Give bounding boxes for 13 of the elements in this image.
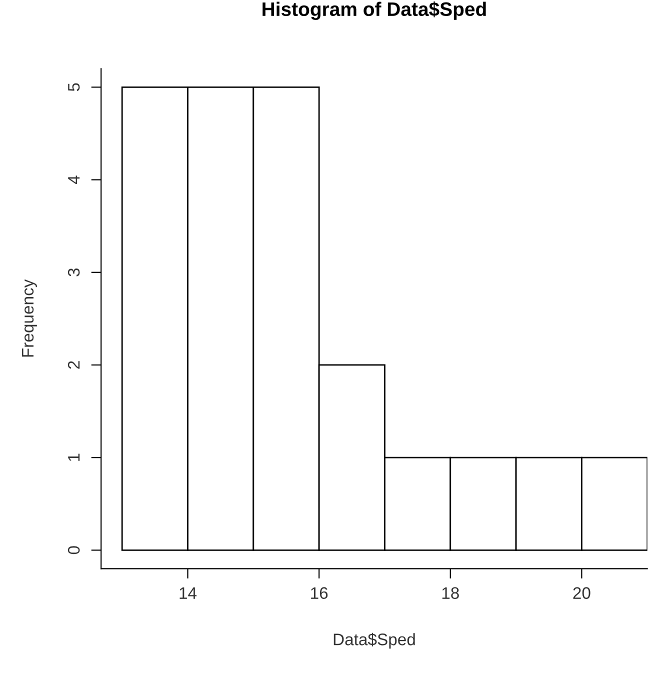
x-tick-label: 20: [573, 587, 590, 599]
y-tick-label: 2: [68, 361, 80, 369]
x-tick-label: 14: [180, 587, 197, 599]
y-axis-title: Frequency: [22, 279, 37, 357]
chart-title: Histogram of Data$Sped: [262, 1, 486, 20]
x-tick-label: 16: [311, 587, 328, 599]
y-tick-label: 5: [68, 83, 80, 92]
y-tick-label: 3: [68, 268, 80, 276]
y-tick-label: 0: [68, 546, 80, 554]
y-tick-label: 1: [68, 454, 80, 461]
x-axis-title: Data$Sped: [334, 632, 415, 649]
x-tick-label: 18: [442, 587, 459, 599]
y-tick-label: 4: [68, 176, 80, 184]
